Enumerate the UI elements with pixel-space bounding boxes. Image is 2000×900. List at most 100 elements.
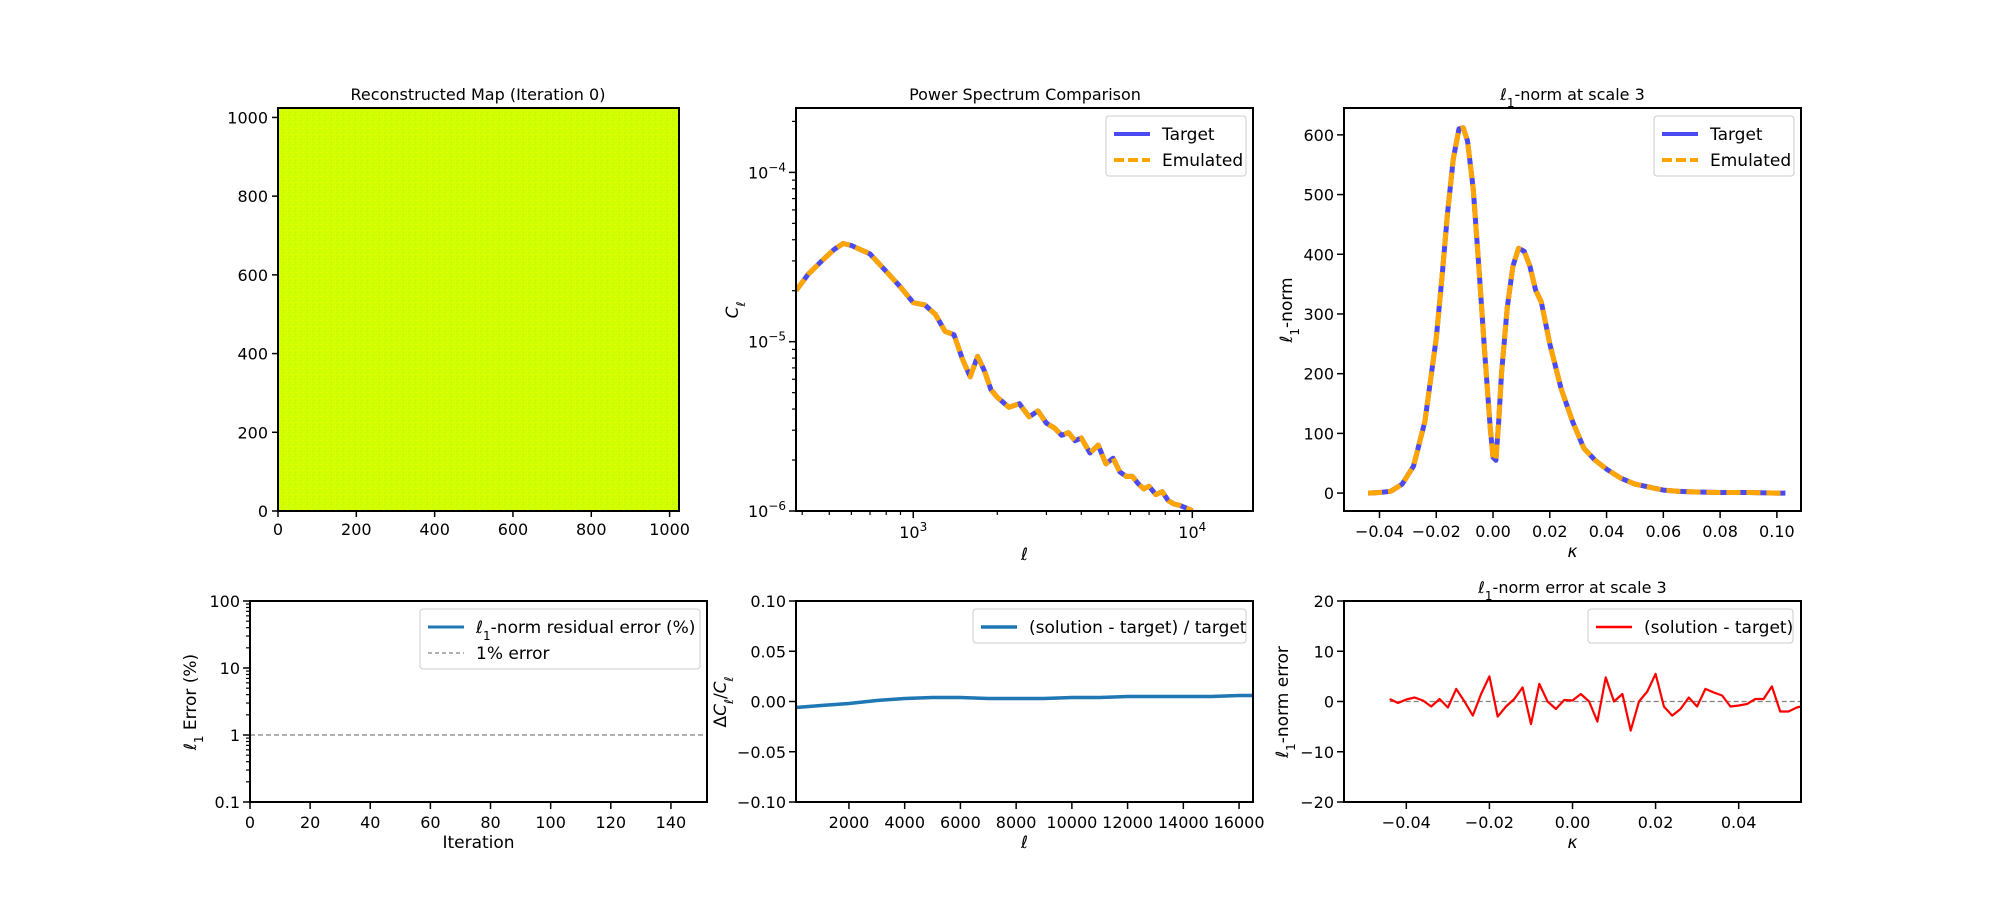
legend-box [1105,115,1247,177]
x-tick-label: 14000 [1158,813,1209,832]
y-tick-label: 10 [1314,642,1334,661]
x-tick-label: 0.08 [1702,522,1738,541]
series-line-target [1367,125,1786,496]
y-tick-label: 300 [1303,305,1334,324]
legend-box [1587,608,1794,644]
x-tick-label: 16000 [1214,813,1265,832]
map-panel: Reconstructed Map (Iteration 0) 00 200 200… [227,85,690,539]
l1-norm-error-title: ℓ1-norm error at scale 3 [1477,578,1666,603]
y-tick-label: 200 [1303,365,1334,384]
y-axis-label: ℓ1 Error (%) [181,654,206,751]
l1-norm-title: ℓ1-norm at scale 3 [1499,85,1645,110]
x-tick-label: 6000 [940,813,981,832]
y-tick-label: −0.05 [737,743,786,762]
x-tick-label: 104 [1178,520,1206,542]
x-tick-label: 100 [535,813,566,832]
power-spectrum-title: Power Spectrum Comparison [909,85,1141,104]
x-tick-label: 80 [480,813,500,832]
x-axis-label: ℓ [1020,833,1028,853]
x-tick-label: 4000 [884,813,925,832]
plot-area [796,241,1194,511]
plot-frame [1343,107,1802,512]
legend-box [419,608,701,670]
y-tick-label: 1 [230,726,240,745]
l1-norm-panel: ℓ1-norm at scale 3 −0.04 −0.02 0.00 0.02 0.04… [1277,85,1802,562]
x-tick-label: 0.00 [1475,522,1511,541]
y-axis-label: ℓ1-norm error [1273,646,1298,759]
legend-label: ℓ1-norm residual error (%) [475,618,695,643]
legend-label: (solution - target) [1644,618,1793,638]
l1-norm-error-chart: ℓ1-norm error at scale 3 −0.04 −0.02 0.00 0.… [1273,578,1802,853]
map-y-tick-label: 800 [237,187,268,206]
power-spectrum-panel: Power Spectrum Comparison 103 104 10−6 10−5… [723,85,1254,565]
x-tick-label: 0.06 [1646,522,1682,541]
series-line-solution-minus-target [1389,672,1802,732]
y-tick-label: −20 [1300,793,1334,812]
x-tick-label: 140 [656,813,687,832]
map-x-tick-label: 0 [273,520,283,539]
map-y-tick-label: 400 [237,345,268,364]
x-axis-label: ℓ [1020,545,1028,565]
legend-label: Emulated [1710,151,1791,171]
y-tick-label: 10 [220,659,240,678]
series-line-emulated [1367,125,1786,496]
x-tick-label: 10000 [1046,813,1097,832]
y-axis-label: ℓ1-norm [1277,277,1302,343]
l1-norm-error-panel: ℓ1-norm error at scale 3 −0.04 −0.02 0.00 0.… [1273,578,1802,853]
x-axis-label: κ [1567,833,1577,853]
x-tick-label: −0.04 [1355,522,1404,541]
map-y-tick-label: 1000 [227,108,268,127]
legend-label: Target [1709,125,1763,145]
map-x-tick-label: 800 [576,520,607,539]
x-tick-label: 0.02 [1638,813,1674,832]
x-tick-label: 120 [596,813,627,832]
series-line-emulated [796,241,1194,511]
map-x-tick-label: 200 [341,520,372,539]
map-image [278,108,679,511]
l1-error-iteration-chart: 0 20 40 60 80 100 120 140 0.1 1 10 100 Iteration ℓ1 E… [181,592,708,853]
x-tick-label: 103 [899,520,927,542]
legend-box [972,608,1247,644]
map-y-tick-label: 0 [258,502,268,521]
x-tick-label: −0.02 [1412,522,1461,541]
x-tick-label: −0.02 [1465,813,1514,832]
x-axis-label: Iteration [442,833,514,853]
x-tick-label: 0.10 [1759,522,1795,541]
x-tick-label: −0.04 [1382,813,1431,832]
map-y-tick-label: 600 [237,266,268,285]
y-tick-label: 0.1 [215,793,240,812]
map-title: Reconstructed Map (Iteration 0) [351,85,606,104]
map-x-tick-label: 400 [419,520,450,539]
y-tick-label: 0 [1324,693,1334,712]
l1-error-iteration-panel: 0 20 40 60 80 100 120 140 0.1 1 10 100 Iteration ℓ1 E… [181,592,708,853]
y-tick-label: 100 [209,592,240,611]
legend-label: 1% error [476,644,550,664]
y-tick-label: −10 [1300,743,1334,762]
x-tick-label: 0.00 [1555,813,1591,832]
series-line-target [796,241,1194,511]
y-tick-label: 0.10 [750,592,786,611]
x-tick-label: 20 [300,813,320,832]
y-tick-label: 0 [1324,484,1334,503]
x-tick-label: 8000 [996,813,1037,832]
y-axis-label: ΔCℓ/Cℓ [711,676,736,727]
map-frame [277,107,680,512]
series-line-relative-difference [795,693,1253,710]
x-tick-label: 60 [420,813,440,832]
x-tick-label: 0 [245,813,255,832]
legend-box [1653,115,1795,177]
y-tick-label: −0.10 [737,793,786,812]
y-tick-label: 0.00 [750,693,786,712]
power-spectrum-chart: 103 104 10−6 10−5 10−4 ℓ Cℓ Target Emulated [723,107,1254,565]
x-tick-label: 0.04 [1721,813,1757,832]
delta-cl-panel: 2000 4000 6000 8000 10000 12000 14000 16000 −0.1… [711,592,1265,853]
y-tick-label: 600 [1303,126,1334,145]
map-ticks: 00 200 200 400 400 600 600 800 800 1000 1000 [227,108,690,539]
y-tick-label: 10−5 [748,330,786,352]
legend-label: (solution - target) / target [1029,618,1247,638]
y-tick-label: 400 [1303,245,1334,264]
x-tick-label: 40 [360,813,380,832]
map-x-tick-label: 600 [498,520,529,539]
map-x-tick-label: 1000 [649,520,690,539]
